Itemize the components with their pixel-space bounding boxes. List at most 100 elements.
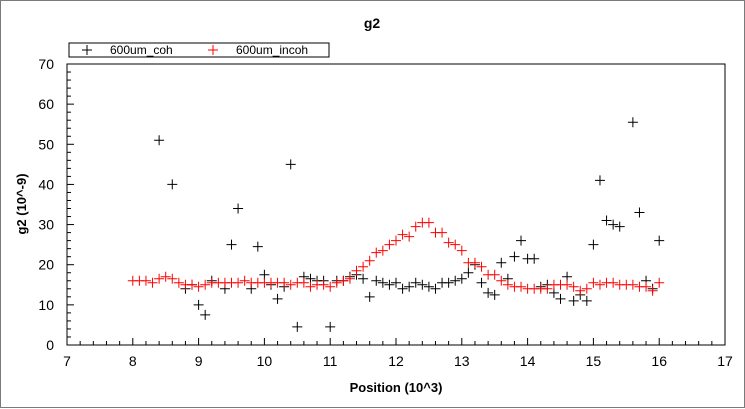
legend-marker	[82, 45, 92, 55]
series-600um_incoh	[127, 217, 665, 296]
data-point	[226, 239, 237, 250]
data-point	[476, 261, 487, 272]
legend-label: 600um_coh	[110, 43, 173, 57]
data-point	[575, 285, 586, 296]
data-point	[371, 275, 382, 286]
data-point	[594, 279, 605, 290]
x-tick-label: 8	[129, 353, 137, 369]
data-point	[384, 239, 395, 250]
data-point	[318, 279, 329, 290]
data-point	[358, 273, 369, 284]
data-point	[509, 251, 520, 262]
data-point	[410, 221, 421, 232]
data-point	[456, 245, 467, 256]
data-point	[325, 281, 336, 292]
legend: 600um_coh 600um_incoh	[68, 42, 330, 58]
data-point	[489, 269, 500, 280]
data-point	[634, 207, 645, 218]
y-tick-label: 50	[38, 136, 54, 152]
data-point	[252, 241, 263, 252]
data-point	[404, 231, 415, 242]
x-tick-label: 15	[586, 353, 602, 369]
data-point	[285, 159, 296, 170]
data-point	[542, 283, 553, 294]
data-point	[200, 309, 211, 320]
data-point	[331, 277, 342, 288]
data-point	[351, 265, 362, 276]
y-tick-label: 30	[38, 217, 54, 233]
data-point	[608, 219, 619, 230]
legend-marker	[208, 45, 218, 55]
data-point	[147, 277, 158, 288]
data-point	[581, 283, 592, 294]
data-point	[364, 291, 375, 302]
data-point	[193, 299, 204, 310]
y-tick-label: 20	[38, 257, 54, 273]
y-tick-label: 0	[46, 337, 54, 353]
data-point	[423, 281, 434, 292]
data-point	[588, 239, 599, 250]
data-point	[272, 293, 283, 304]
data-point	[371, 247, 382, 258]
data-point	[594, 175, 605, 186]
data-point	[581, 295, 592, 306]
data-point	[489, 289, 500, 300]
data-point	[338, 275, 349, 286]
data-point	[516, 281, 527, 292]
data-point	[614, 221, 625, 232]
data-point	[437, 227, 448, 238]
data-point	[305, 281, 316, 292]
data-point	[588, 277, 599, 288]
data-point	[627, 117, 638, 128]
data-point	[391, 277, 401, 288]
data-point	[193, 281, 204, 292]
data-point	[358, 261, 369, 272]
x-tick-label: 7	[63, 353, 71, 369]
data-point	[456, 273, 467, 284]
data-point	[601, 215, 612, 226]
data-point	[391, 235, 401, 246]
x-tick-label: 13	[454, 353, 470, 369]
data-point	[568, 295, 579, 306]
data-point	[654, 235, 665, 246]
data-point	[410, 277, 421, 288]
data-point	[279, 277, 290, 288]
data-point	[233, 277, 244, 288]
data-point	[140, 275, 151, 286]
data-point	[430, 283, 441, 294]
data-point	[647, 285, 658, 296]
data-point	[641, 281, 652, 292]
data-point	[364, 255, 375, 266]
x-tick-label: 16	[651, 353, 667, 369]
data-point	[463, 267, 474, 278]
data-point	[469, 257, 480, 268]
data-point	[443, 277, 454, 288]
data-point	[377, 245, 388, 256]
data-point	[154, 273, 165, 284]
data-point	[239, 275, 250, 286]
data-point	[627, 279, 638, 290]
data-point	[555, 293, 566, 304]
data-point	[292, 321, 303, 332]
data-point	[160, 271, 171, 282]
data-point	[167, 179, 178, 190]
data-point	[516, 235, 527, 246]
data-point	[397, 283, 408, 294]
data-point	[397, 229, 408, 240]
data-point	[298, 277, 309, 288]
legend-box	[68, 42, 330, 58]
x-tick-label: 10	[257, 353, 273, 369]
y-tick-label: 40	[38, 176, 54, 192]
data-point	[187, 279, 198, 290]
data-point	[325, 321, 336, 332]
data-point	[654, 277, 665, 288]
data-point	[423, 217, 434, 228]
data-point	[483, 287, 494, 298]
data-point	[450, 275, 461, 286]
data-point	[608, 277, 619, 288]
data-point	[476, 277, 487, 288]
data-point	[443, 237, 454, 248]
x-tick-label: 12	[388, 353, 404, 369]
